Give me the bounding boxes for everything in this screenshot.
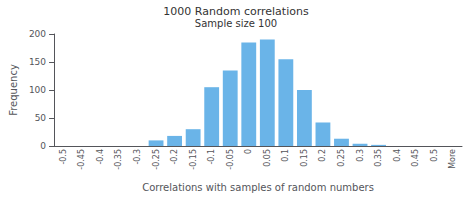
svg-text:-0.05: -0.05 bbox=[226, 149, 235, 170]
svg-text:0.5: 0.5 bbox=[430, 149, 439, 162]
svg-text:0.25: 0.25 bbox=[337, 149, 346, 167]
svg-text:0: 0 bbox=[40, 141, 46, 151]
svg-text:0.05: 0.05 bbox=[263, 149, 272, 167]
svg-text:0.1: 0.1 bbox=[281, 149, 290, 162]
svg-text:-0.1: -0.1 bbox=[207, 149, 216, 165]
svg-text:0: 0 bbox=[244, 149, 253, 154]
svg-text:Sample size 100: Sample size 100 bbox=[195, 18, 277, 29]
svg-text:0.15: 0.15 bbox=[300, 149, 309, 167]
svg-text:-0.2: -0.2 bbox=[170, 149, 179, 165]
svg-text:1000 Random correlations: 1000 Random correlations bbox=[163, 5, 309, 18]
svg-text:0.35: 0.35 bbox=[374, 149, 383, 167]
svg-text:150: 150 bbox=[29, 57, 46, 67]
svg-text:0.4: 0.4 bbox=[393, 149, 402, 162]
svg-text:Correlations with samples of r: Correlations with samples of random numb… bbox=[142, 182, 374, 193]
svg-text:-0.4: -0.4 bbox=[96, 149, 105, 165]
svg-text:0.2: 0.2 bbox=[318, 149, 327, 162]
svg-text:-0.35: -0.35 bbox=[114, 149, 123, 170]
svg-text:100: 100 bbox=[29, 85, 46, 95]
svg-text:-0.3: -0.3 bbox=[133, 149, 142, 165]
svg-text:0.45: 0.45 bbox=[411, 149, 420, 167]
svg-text:-0.25: -0.25 bbox=[152, 149, 161, 170]
svg-text:-0.45: -0.45 bbox=[77, 149, 86, 170]
svg-text:0.3: 0.3 bbox=[356, 149, 365, 162]
svg-text:-0.15: -0.15 bbox=[189, 149, 198, 170]
svg-text:-0.5: -0.5 bbox=[59, 149, 68, 165]
svg-text:50: 50 bbox=[35, 113, 47, 123]
svg-text:More: More bbox=[448, 149, 457, 169]
svg-text:Frequency: Frequency bbox=[8, 64, 19, 116]
svg-text:200: 200 bbox=[29, 29, 46, 39]
